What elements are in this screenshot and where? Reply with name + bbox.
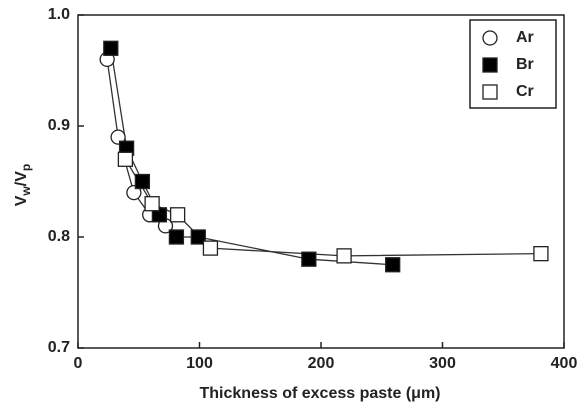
data-point <box>301 251 317 267</box>
data-point <box>190 229 206 245</box>
legend-label: Br <box>516 56 534 73</box>
y-label-part: /V <box>13 171 30 186</box>
data-point <box>103 40 119 56</box>
legend-label: Cr <box>516 83 534 100</box>
x-tick-label: 100 <box>186 355 213 372</box>
x-tick-label: 200 <box>308 355 335 372</box>
y-tick-label: 0.7 <box>48 339 70 356</box>
y-label-part: V <box>13 195 30 206</box>
y-label-part: w <box>19 186 33 197</box>
y-tick-label: 0.9 <box>48 117 70 134</box>
data-point <box>169 207 186 223</box>
series-line <box>124 158 541 257</box>
legend-marker <box>482 57 498 73</box>
legend-marker <box>482 30 498 46</box>
data-point <box>144 196 160 212</box>
x-tick-label: 300 <box>429 355 456 372</box>
data-point <box>533 245 549 262</box>
data-point <box>202 240 219 256</box>
data-point <box>117 151 134 167</box>
data-point <box>385 257 401 273</box>
legend-label: Ar <box>516 29 534 46</box>
x-axis-label: Thickness of excess paste (μm) <box>200 385 441 402</box>
x-tick-label: 0 <box>74 355 83 372</box>
legend-marker <box>482 84 498 100</box>
data-point <box>168 229 185 245</box>
x-tick-label: 400 <box>551 355 578 372</box>
data-point <box>336 248 352 264</box>
y-tick-label: 0.8 <box>48 228 70 245</box>
y-label-part: p <box>19 164 33 171</box>
data-point <box>134 173 151 190</box>
y-tick-label: 1.0 <box>48 6 70 23</box>
series-line <box>110 48 393 266</box>
y-axis-label: Vw/Vp <box>13 164 33 206</box>
